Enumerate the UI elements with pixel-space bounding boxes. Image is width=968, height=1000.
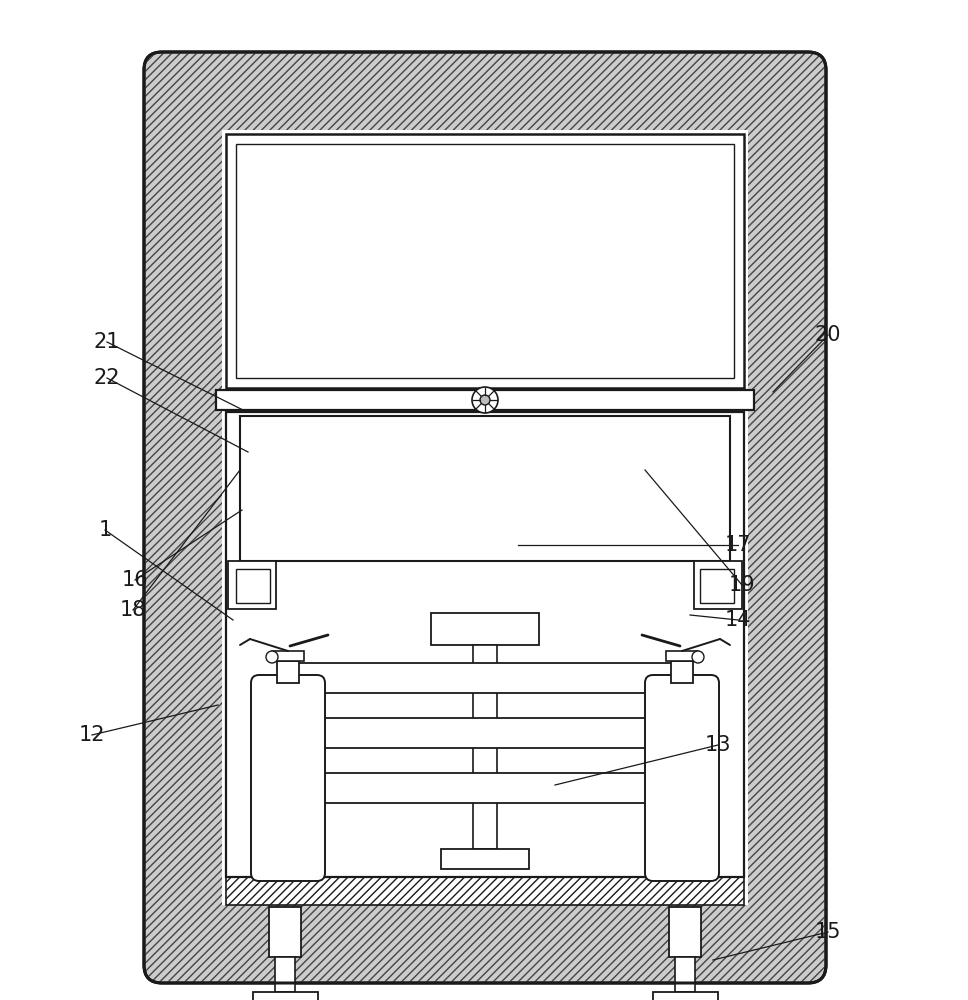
Bar bbox=[253, 992, 318, 1000]
Circle shape bbox=[472, 387, 498, 413]
Bar bbox=[228, 561, 276, 609]
Bar bbox=[653, 992, 718, 1000]
Bar bbox=[226, 412, 744, 877]
Text: 12: 12 bbox=[78, 725, 106, 745]
Text: 17: 17 bbox=[725, 535, 751, 555]
Bar bbox=[277, 661, 299, 683]
Bar bbox=[669, 907, 701, 957]
Circle shape bbox=[266, 651, 278, 663]
Bar bbox=[694, 561, 742, 609]
Text: 15: 15 bbox=[815, 922, 841, 942]
Bar bbox=[216, 390, 754, 410]
Text: 20: 20 bbox=[815, 325, 841, 345]
Bar bbox=[284, 773, 686, 803]
Bar bbox=[236, 569, 270, 603]
Text: 22: 22 bbox=[94, 368, 120, 388]
Circle shape bbox=[692, 651, 704, 663]
Bar bbox=[236, 144, 734, 378]
FancyBboxPatch shape bbox=[251, 675, 325, 881]
Bar bbox=[671, 661, 693, 683]
Bar bbox=[431, 613, 539, 645]
Text: 19: 19 bbox=[729, 575, 755, 595]
Bar bbox=[700, 569, 734, 603]
Bar bbox=[226, 134, 744, 388]
Text: 16: 16 bbox=[122, 570, 148, 590]
Bar bbox=[675, 957, 695, 992]
Bar bbox=[269, 907, 301, 957]
Bar bbox=[284, 718, 686, 748]
Bar bbox=[222, 130, 748, 905]
Text: 18: 18 bbox=[120, 600, 146, 620]
FancyBboxPatch shape bbox=[144, 52, 826, 983]
Text: 1: 1 bbox=[99, 520, 111, 540]
Bar bbox=[275, 957, 295, 992]
Bar bbox=[441, 849, 529, 869]
Bar bbox=[666, 651, 698, 661]
Text: 21: 21 bbox=[94, 332, 120, 352]
Text: 14: 14 bbox=[725, 610, 751, 630]
FancyBboxPatch shape bbox=[645, 675, 719, 881]
Bar bbox=[272, 651, 304, 661]
Bar bbox=[473, 645, 497, 849]
Bar bbox=[226, 877, 744, 905]
Bar bbox=[240, 416, 730, 561]
Text: 13: 13 bbox=[705, 735, 731, 755]
Circle shape bbox=[480, 395, 490, 405]
Bar bbox=[284, 663, 686, 693]
